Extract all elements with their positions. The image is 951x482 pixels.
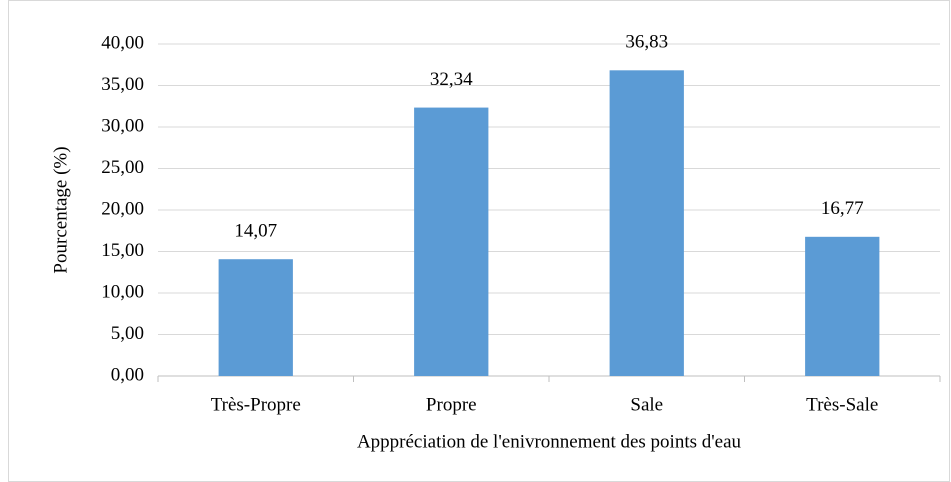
y-tick-label: 40,00 [101,32,144,53]
y-tick-label: 15,00 [101,240,144,261]
y-tick-label: 0,00 [111,364,144,385]
y-tick-label: 20,00 [101,198,144,219]
x-tick-label: Propre [426,394,477,415]
y-tick-label: 10,00 [101,281,144,302]
x-tick-label: Très-Sale [806,394,878,415]
data-label: 36,83 [625,32,668,53]
data-label: 16,77 [821,198,864,219]
x-tick-label: Très-Propre [211,394,301,415]
data-label: 14,07 [234,221,277,242]
y-tick-label: 25,00 [101,157,144,178]
bar [609,70,684,376]
bar [805,236,880,376]
y-tick-label: 30,00 [101,115,144,136]
bar [218,259,293,376]
x-tick-label: Sale [630,394,663,415]
y-axis-label: Pourcentage (%) [50,146,71,273]
x-axis-label: Apppréciation de l'enivronnement des poi… [357,431,742,452]
y-tick-label: 5,00 [111,323,144,344]
data-label: 32,34 [430,69,473,90]
y-tick-label: 35,00 [101,74,144,95]
bar [414,107,489,376]
